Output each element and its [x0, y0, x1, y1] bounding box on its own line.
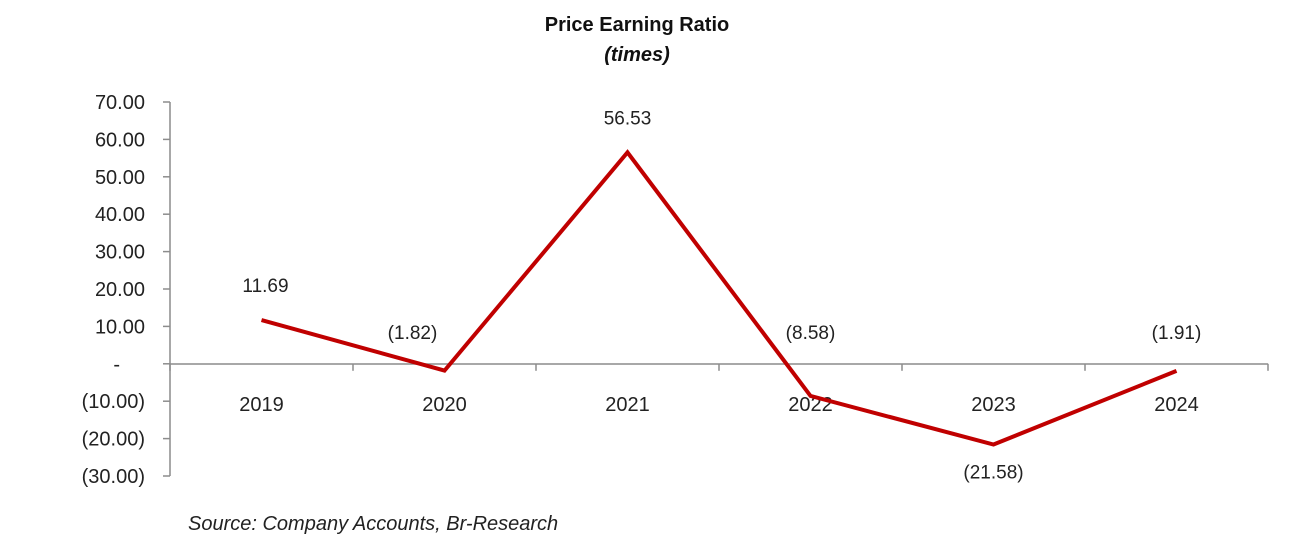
x-tick-label: 2024	[1154, 394, 1199, 416]
chart-title: Price Earning Ratio	[545, 14, 730, 36]
y-tick-label: 50.00	[95, 167, 145, 189]
x-axis-ticks: 2019 2020 2021 2022 2023 2024	[169, 363, 1269, 416]
x-tick-label: 2019	[239, 394, 284, 416]
y-tick-label: 70.00	[95, 92, 145, 114]
y-tick-label: -	[113, 354, 120, 376]
data-label: 56.53	[604, 108, 652, 129]
source-note: Source: Company Accounts, Br-Research	[188, 513, 558, 535]
data-label: (1.82)	[388, 323, 438, 344]
x-tick-label: 2021	[605, 394, 650, 416]
y-tick-label: 40.00	[95, 204, 145, 226]
data-label: (1.91)	[1152, 323, 1202, 344]
series-layer	[260, 149, 1178, 447]
chart-subtitle: (times)	[604, 44, 670, 66]
data-label: (8.58)	[786, 323, 836, 344]
y-axis-ticks: 70.00 60.00 50.00 40.00 30.00 20.00 10.00 - (10.…	[82, 92, 170, 488]
y-tick-label: (10.00)	[82, 391, 145, 413]
series-line	[260, 149, 1178, 447]
y-tick-label: 60.00	[95, 129, 145, 151]
y-tick-label: (30.00)	[82, 466, 145, 488]
y-tick-label: (20.00)	[82, 429, 145, 451]
data-label: (21.58)	[963, 463, 1023, 484]
x-tick-label: 2020	[422, 394, 467, 416]
y-tick-label: 20.00	[95, 279, 145, 301]
y-tick-label: 10.00	[95, 316, 145, 338]
y-tick-label: 30.00	[95, 242, 145, 264]
x-tick-label: 2023	[971, 394, 1016, 416]
data-label: 11.69	[242, 276, 288, 297]
data-labels: 11.69 (1.82) 56.53 (8.58) (21.58) (1.91)	[242, 108, 1201, 483]
